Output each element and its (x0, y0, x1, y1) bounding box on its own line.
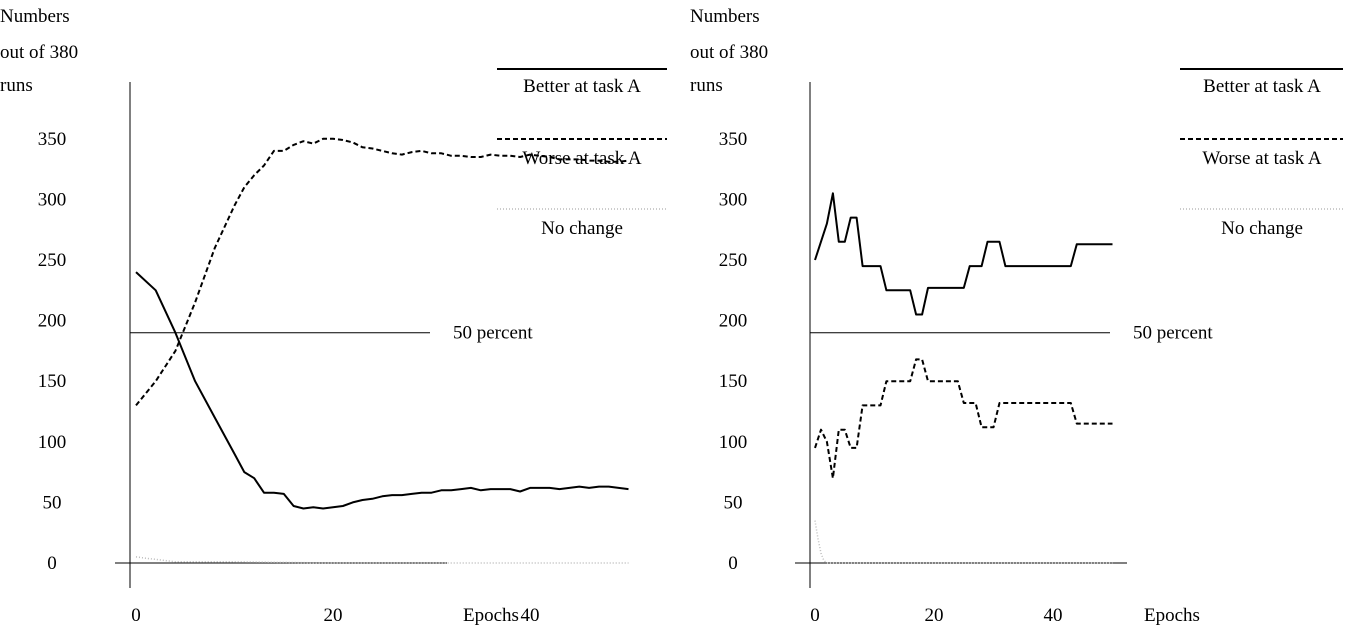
y-tick-label: 100 (719, 432, 748, 453)
y-tick-label: 200 (38, 311, 67, 332)
x-axis-label: Epochs (1144, 605, 1200, 626)
legend-label-better-at-task-a: Better at task A (1203, 76, 1321, 97)
y-axis-label-line: Numbers (690, 6, 760, 27)
y-tick-label: 300 (719, 189, 748, 210)
y-tick-label: 300 (38, 189, 67, 210)
x-tick-label: 40 (521, 605, 540, 626)
y-axis-label-line: runs (0, 75, 33, 96)
y-tick-label: 150 (719, 371, 748, 392)
series-line-worse-at-task-a (814, 358, 1113, 480)
y-tick-label: 50 (43, 492, 62, 513)
legend-label-no-change: No change (1221, 218, 1303, 239)
series-line-no-change (135, 556, 629, 564)
x-axis-label: Epochs (463, 605, 519, 626)
y-axis-label-line: out of 380 (0, 42, 78, 63)
legend-label-no-change: No change (541, 218, 623, 239)
legend-label-worse-at-task-a: Worse at task A (1202, 148, 1322, 169)
y-tick-label: 350 (719, 129, 748, 150)
y-tick-label: 250 (38, 250, 67, 271)
legend-label-better-at-task-a: Better at task A (523, 76, 641, 97)
y-tick-label: 250 (719, 250, 748, 271)
y-tick-label: 200 (719, 311, 748, 332)
y-tick-label: 350 (38, 129, 67, 150)
y-axis-label-line: runs (690, 75, 723, 96)
y-axis-label-line: Numbers (0, 6, 70, 27)
reference-line-label: 50 percent (453, 323, 533, 344)
y-tick-label: 50 (724, 492, 743, 513)
x-tick-label: 0 (131, 605, 141, 626)
series-line-worse-at-task-a (135, 137, 629, 407)
series-line-no-change (814, 520, 1113, 564)
y-axis-label-line: out of 380 (690, 42, 768, 63)
y-tick-label: 100 (38, 432, 67, 453)
x-tick-label: 20 (324, 605, 343, 626)
x-tick-label: 0 (810, 605, 820, 626)
series-line-better-at-task-a (814, 192, 1113, 316)
legend-label-worse-at-task-a: Worse at task A (522, 148, 642, 169)
x-tick-label: 40 (1044, 605, 1063, 626)
y-tick-label: 0 (47, 553, 57, 574)
series-line-better-at-task-a (135, 271, 629, 510)
reference-line-label: 50 percent (1133, 323, 1213, 344)
y-tick-label: 150 (38, 371, 67, 392)
x-tick-label: 20 (925, 605, 944, 626)
y-tick-label: 0 (728, 553, 738, 574)
